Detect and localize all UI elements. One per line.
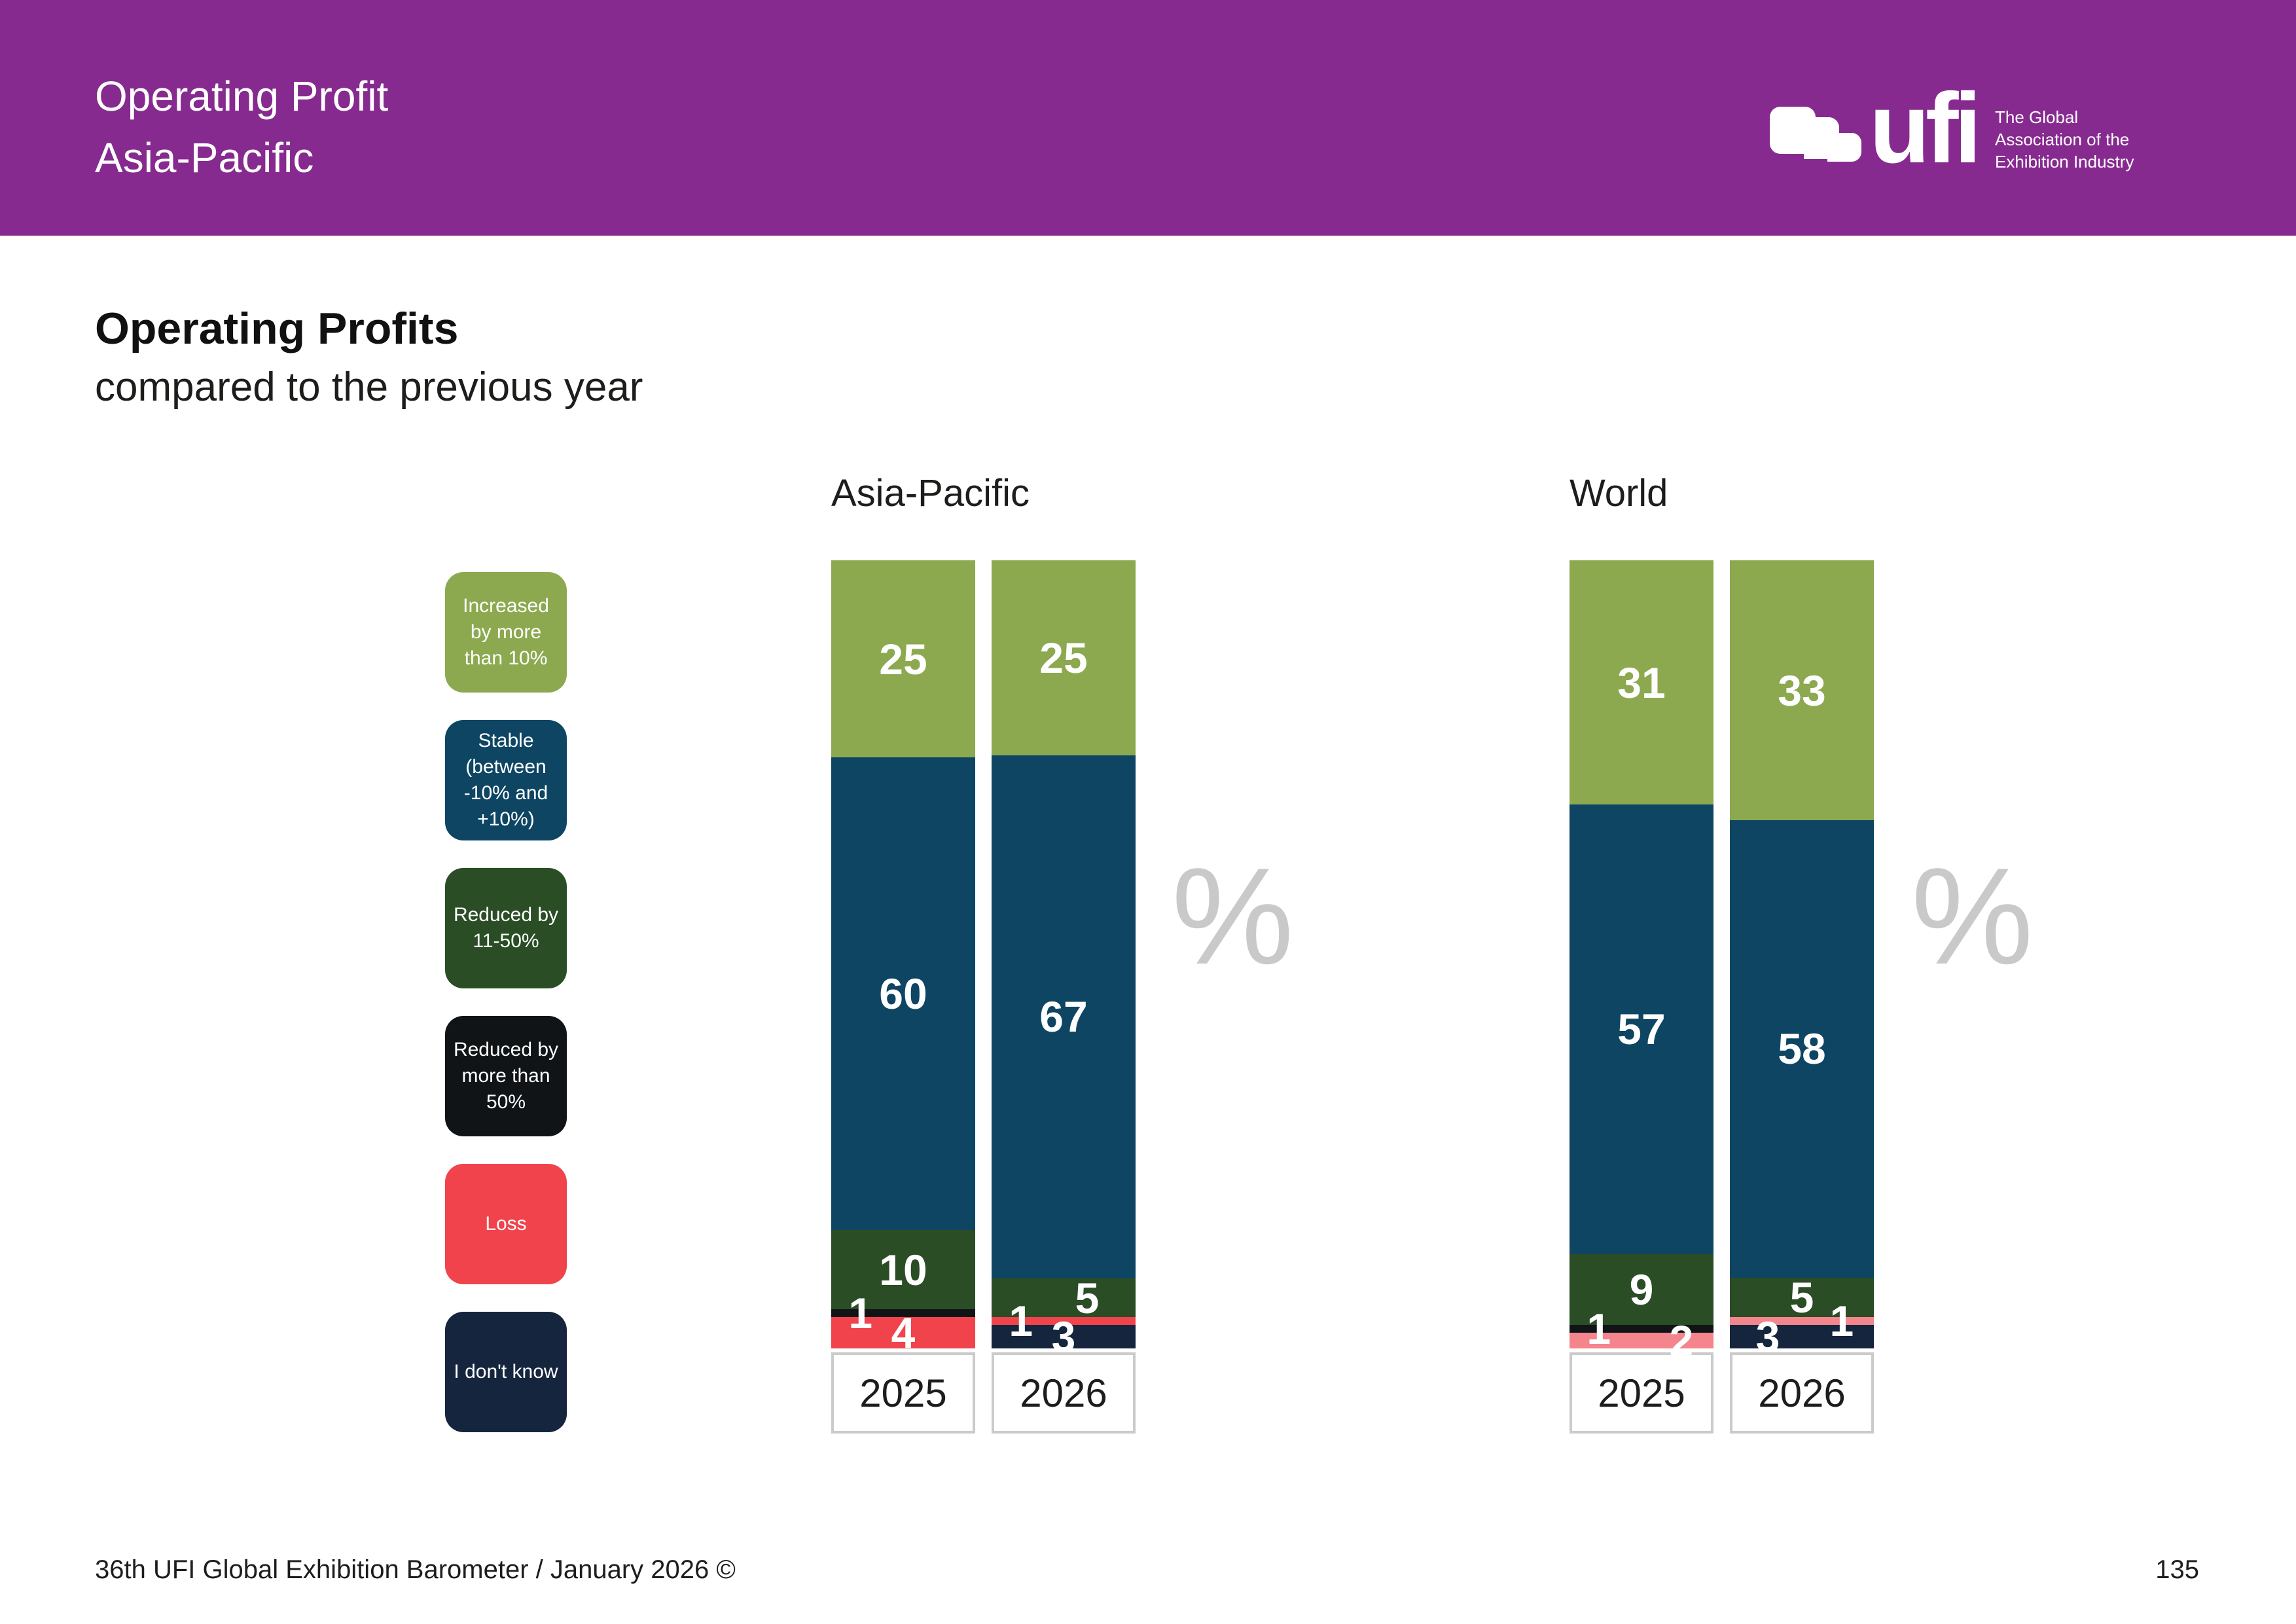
bar-segment-label: 1 (1587, 1304, 1611, 1353)
page-title: Operating Profits (95, 304, 459, 353)
chart-title: World (1570, 472, 1668, 514)
percent-watermark: % (1911, 839, 2034, 993)
footer-source: 36th UFI Global Exhibition Barometer / J… (95, 1555, 736, 1584)
bar-column: 33 58 5 1 3 (1730, 560, 1874, 1361)
bar-segment (992, 1278, 1136, 1318)
bar-segment-label: 31 (1617, 658, 1666, 707)
legend-item: Reduced by more than 50% (445, 1016, 567, 1136)
ufi-tagline: The Global Association of the Exhibition… (1995, 106, 2134, 173)
bar-segment (1570, 560, 1713, 805)
header-title-line2: Asia-Pacific (95, 134, 314, 181)
legend-item-label: I don't know (454, 1361, 558, 1382)
legend-item: Increased by more than 10% (445, 572, 567, 693)
legend-item-label: Reduced by 11-50% (453, 904, 559, 952)
bar-segment (1730, 1316, 1874, 1325)
bar-segment (1730, 560, 1874, 821)
bar-segment (992, 560, 1136, 756)
bar-segment (831, 757, 975, 1231)
bar-segment-label: 33 (1778, 666, 1826, 715)
legend-item-label: Loss (485, 1213, 527, 1235)
ufi-tagline-line: Association of the (1995, 130, 2130, 149)
year-label: 2026 (1020, 1371, 1107, 1415)
page-number: 135 (2155, 1555, 2199, 1584)
bar-segment-label: 2 (1669, 1316, 1694, 1365)
year-label: 2025 (1598, 1371, 1685, 1415)
bar-segment-label: 60 (879, 969, 927, 1019)
year-label: 2025 (859, 1371, 947, 1415)
bar-segment (831, 1316, 975, 1348)
bar-segment (1730, 820, 1874, 1278)
bar-segment (1570, 1332, 1713, 1348)
year-label: 2026 (1758, 1371, 1846, 1415)
bar-segment-label: 10 (879, 1245, 927, 1294)
year-label-box: 2026 (1730, 1352, 1874, 1434)
ufi-logotype: ufi (1869, 73, 1982, 184)
percent-watermark: % (1172, 839, 1294, 993)
legend-item: Stable (between -10% and +10%) (445, 720, 567, 840)
legend-item-label: Increased by more than 10% (463, 595, 549, 669)
bar-segment-label: 1 (848, 1288, 873, 1337)
bar-column: 25 60 10 1 4 (831, 560, 975, 1357)
year-label-box: 2026 (992, 1352, 1136, 1434)
bar-segment (992, 1317, 1136, 1326)
bar-column: 25 67 5 1 3 (992, 560, 1136, 1361)
bar-segment-label: 25 (879, 634, 927, 683)
bar-segment (831, 560, 975, 757)
bar-segment (1730, 1277, 1874, 1317)
bar-segment-label: 5 (1075, 1273, 1100, 1322)
bar-segment-label: 57 (1617, 1005, 1666, 1054)
bar-segment (1570, 1254, 1713, 1325)
bar-segment-label: 58 (1778, 1024, 1826, 1074)
ufi-logo-mark-icon (1770, 107, 1861, 162)
bar-segment-label: 5 (1789, 1272, 1814, 1322)
bar-segment-label: 25 (1039, 634, 1088, 682)
year-label-box: 2025 (1570, 1352, 1713, 1434)
bar-segment-label: 1 (1829, 1296, 1854, 1345)
legend-item: I don't know (445, 1312, 567, 1432)
bar-segment (992, 1325, 1136, 1348)
bar-segment (1570, 804, 1713, 1254)
legend-item-label: Stable (between -10% and +10%) (463, 730, 548, 830)
legend-item-label: Reduced by more than 50% (453, 1039, 559, 1113)
bar-segment-label: 9 (1629, 1265, 1654, 1314)
header-title-line1: Operating Profit (95, 73, 389, 120)
header: Operating Profit Asia-Pacific ufi The Gl… (0, 0, 2296, 236)
legend-item: Reduced by 11-50% (445, 868, 567, 988)
ufi-tagline-line: The Global (1995, 107, 2079, 127)
bar-segment (831, 1230, 975, 1309)
bar-segment-label: 4 (891, 1308, 916, 1357)
bar-segment-label: 1 (1009, 1297, 1033, 1346)
bar-segment (1570, 1324, 1713, 1333)
page-subtitle: compared to the previous year (95, 365, 643, 410)
header-title: Operating Profit Asia-Pacific (95, 65, 388, 189)
ufi-tagline-line: Exhibition Industry (1995, 152, 2134, 171)
bar-segment (1730, 1324, 1874, 1348)
bar-segment (992, 755, 1136, 1278)
bar-column: 31 57 9 1 2 (1570, 560, 1713, 1365)
chart-title: Asia-Pacific (831, 472, 1030, 514)
legend-item: Loss (445, 1164, 567, 1284)
year-label-box: 2025 (831, 1352, 975, 1434)
bar-segment-label: 3 (1051, 1312, 1076, 1362)
bar-segment (831, 1308, 975, 1317)
bar-segment-label: 3 (1755, 1312, 1780, 1361)
bar-segment-label: 67 (1039, 992, 1088, 1041)
